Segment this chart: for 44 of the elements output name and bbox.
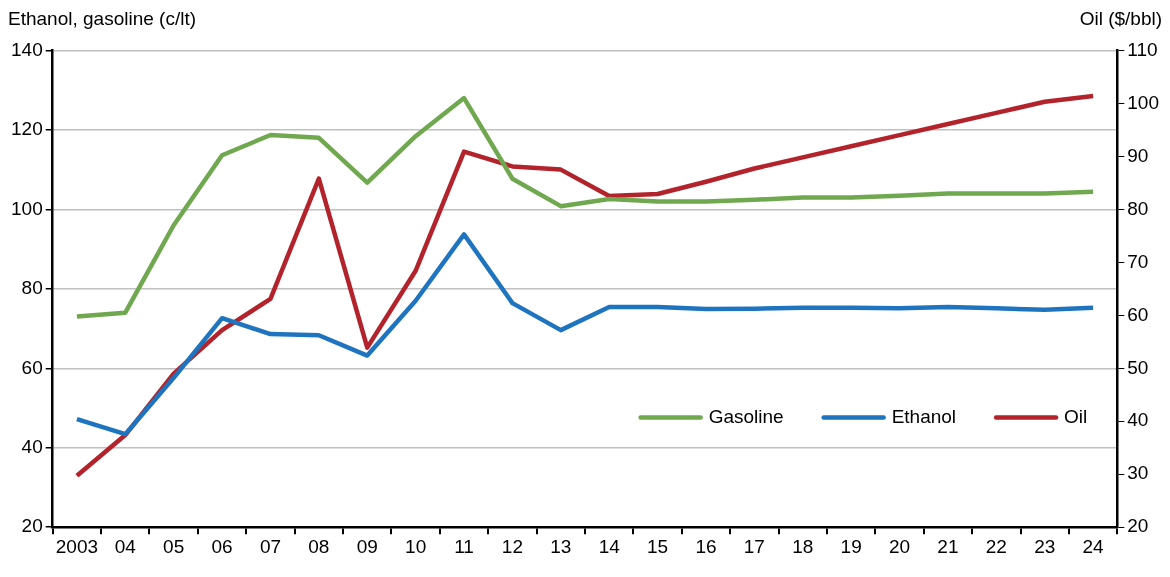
y2-tick-label: 100 [1127,91,1159,113]
y2-tick-label: 40 [1127,409,1149,431]
y2-tick-label: 30 [1127,462,1149,484]
y2-tick-label: 60 [1127,303,1149,325]
y-tick-label: 60 [21,356,43,378]
y2-axis-title: Oil ($/bbl) [1079,8,1162,31]
y-tick-label: 40 [21,435,43,457]
y-tick-label: 100 [11,197,43,219]
x-tick-label: 20 [888,535,911,557]
y2-tick-label: 50 [1127,356,1149,378]
legend-label: Ethanol [891,405,957,427]
x-tick-label: 17 [743,535,765,557]
y2-tick-label: 110 [1127,38,1158,60]
x-tick-label: 15 [647,535,669,557]
y-tick-label: 120 [11,118,43,140]
y-tick-label: 140 [11,38,43,60]
x-tick-label: 21 [937,535,959,557]
x-tick-label: 04 [114,535,137,557]
y-tick-label: 80 [21,277,43,299]
y-axis-title: Ethanol, gasoline (c/lt) [8,8,196,31]
x-tick-label: 18 [792,535,814,557]
y2-tick-label: 70 [1127,250,1149,272]
x-tick-label: 08 [308,535,330,557]
x-tick-label: 12 [501,535,523,557]
x-tick-label: 06 [211,535,233,557]
x-tick-label: 05 [163,535,185,557]
x-tick-label: 19 [840,535,862,557]
x-tick-label: 11 [454,535,474,557]
x-tick-label: 10 [405,535,427,557]
x-tick-label: 23 [1034,535,1056,557]
y2-tick-label: 90 [1127,144,1149,166]
x-tick-label: 14 [598,535,621,557]
x-tick-label: 13 [550,535,572,557]
y2-tick-label: 20 [1127,515,1149,537]
y2-tick-label: 80 [1127,197,1149,219]
legend-label: Oil [1064,405,1088,427]
x-tick-label: 22 [985,535,1007,557]
x-tick-label: 07 [259,535,282,557]
x-tick-label: 24 [1082,535,1105,557]
legend-label: Gasoline [708,405,784,427]
y-tick-label: 20 [21,515,43,537]
x-tick-label: 2003 [55,535,99,557]
x-tick-label: 09 [356,535,378,557]
x-tick-label: 16 [695,535,717,557]
